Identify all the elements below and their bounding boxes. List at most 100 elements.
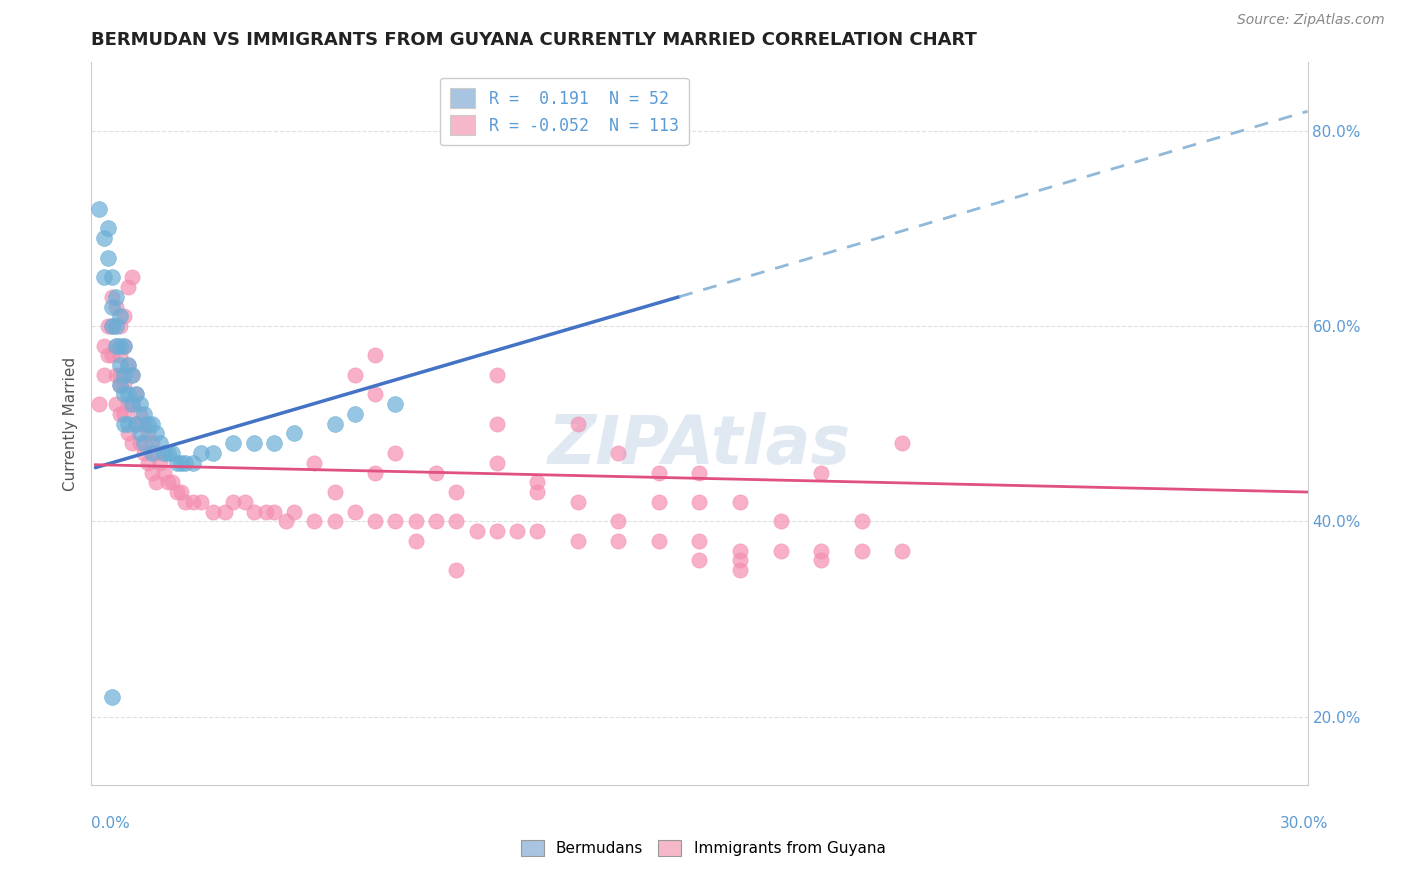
Point	[93, 368, 115, 382]
Point	[104, 338, 127, 352]
Point	[141, 417, 163, 431]
Text: Source: ZipAtlas.com: Source: ZipAtlas.com	[1237, 13, 1385, 28]
Point	[149, 456, 172, 470]
Point	[104, 300, 127, 314]
Point	[141, 436, 163, 450]
Point	[132, 417, 155, 431]
Point	[117, 387, 139, 401]
Point	[222, 495, 245, 509]
Point	[100, 319, 122, 334]
Point	[108, 377, 131, 392]
Point	[173, 495, 195, 509]
Point	[283, 505, 305, 519]
Point	[112, 310, 135, 324]
Point	[648, 533, 671, 548]
Point	[405, 514, 427, 528]
Point	[181, 456, 204, 470]
Point	[121, 436, 143, 450]
Point	[97, 221, 120, 235]
Point	[141, 446, 163, 460]
Point	[364, 387, 387, 401]
Point	[728, 553, 751, 567]
Point	[100, 690, 122, 704]
Point	[108, 368, 131, 382]
Point	[263, 436, 285, 450]
Point	[112, 338, 135, 352]
Point	[112, 338, 135, 352]
Point	[891, 436, 914, 450]
Point	[100, 300, 122, 314]
Point	[157, 475, 180, 490]
Point	[108, 310, 131, 324]
Point	[108, 348, 131, 362]
Point	[405, 533, 427, 548]
Point	[190, 446, 212, 460]
Point	[112, 417, 135, 431]
Point	[607, 514, 630, 528]
Point	[89, 202, 111, 216]
Point	[104, 290, 127, 304]
Point	[648, 495, 671, 509]
Point	[810, 466, 832, 480]
Point	[117, 397, 139, 411]
Point	[769, 543, 792, 558]
Point	[89, 397, 111, 411]
Point	[166, 456, 188, 470]
Text: BERMUDAN VS IMMIGRANTS FROM GUYANA CURRENTLY MARRIED CORRELATION CHART: BERMUDAN VS IMMIGRANTS FROM GUYANA CURRE…	[91, 31, 977, 49]
Point	[343, 505, 366, 519]
Point	[169, 485, 191, 500]
Legend: R =  0.191  N = 52, R = -0.052  N = 113: R = 0.191 N = 52, R = -0.052 N = 113	[440, 78, 689, 145]
Point	[121, 397, 143, 411]
Point	[688, 553, 710, 567]
Point	[145, 426, 167, 441]
Point	[157, 446, 180, 460]
Point	[112, 368, 135, 382]
Point	[129, 397, 152, 411]
Point	[129, 407, 152, 421]
Point	[162, 446, 184, 460]
Point	[181, 495, 204, 509]
Point	[108, 377, 131, 392]
Point	[129, 426, 152, 441]
Point	[108, 358, 131, 372]
Point	[108, 338, 131, 352]
Point	[526, 524, 548, 538]
Point	[136, 426, 159, 441]
Point	[364, 348, 387, 362]
Point	[648, 466, 671, 480]
Point	[465, 524, 488, 538]
Point	[104, 368, 127, 382]
Point	[129, 436, 152, 450]
Point	[153, 446, 176, 460]
Point	[444, 563, 467, 577]
Point	[117, 280, 139, 294]
Point	[125, 387, 148, 401]
Point	[108, 407, 131, 421]
Point	[242, 436, 264, 450]
Point	[136, 417, 159, 431]
Point	[810, 543, 832, 558]
Point	[121, 368, 143, 382]
Point	[728, 495, 751, 509]
Point	[141, 466, 163, 480]
Point	[304, 456, 326, 470]
Point	[444, 485, 467, 500]
Point	[323, 485, 346, 500]
Point	[485, 417, 508, 431]
Point	[132, 436, 155, 450]
Point	[384, 397, 406, 411]
Point	[97, 348, 120, 362]
Text: ZIPAtlas: ZIPAtlas	[548, 412, 851, 478]
Point	[323, 417, 346, 431]
Point	[384, 446, 406, 460]
Point	[132, 446, 155, 460]
Point	[166, 485, 188, 500]
Point	[121, 368, 143, 382]
Point	[283, 426, 305, 441]
Point	[169, 456, 191, 470]
Legend: Bermudans, Immigrants from Guyana: Bermudans, Immigrants from Guyana	[515, 834, 891, 862]
Point	[343, 368, 366, 382]
Point	[810, 553, 832, 567]
Point	[97, 251, 120, 265]
Point	[254, 505, 277, 519]
